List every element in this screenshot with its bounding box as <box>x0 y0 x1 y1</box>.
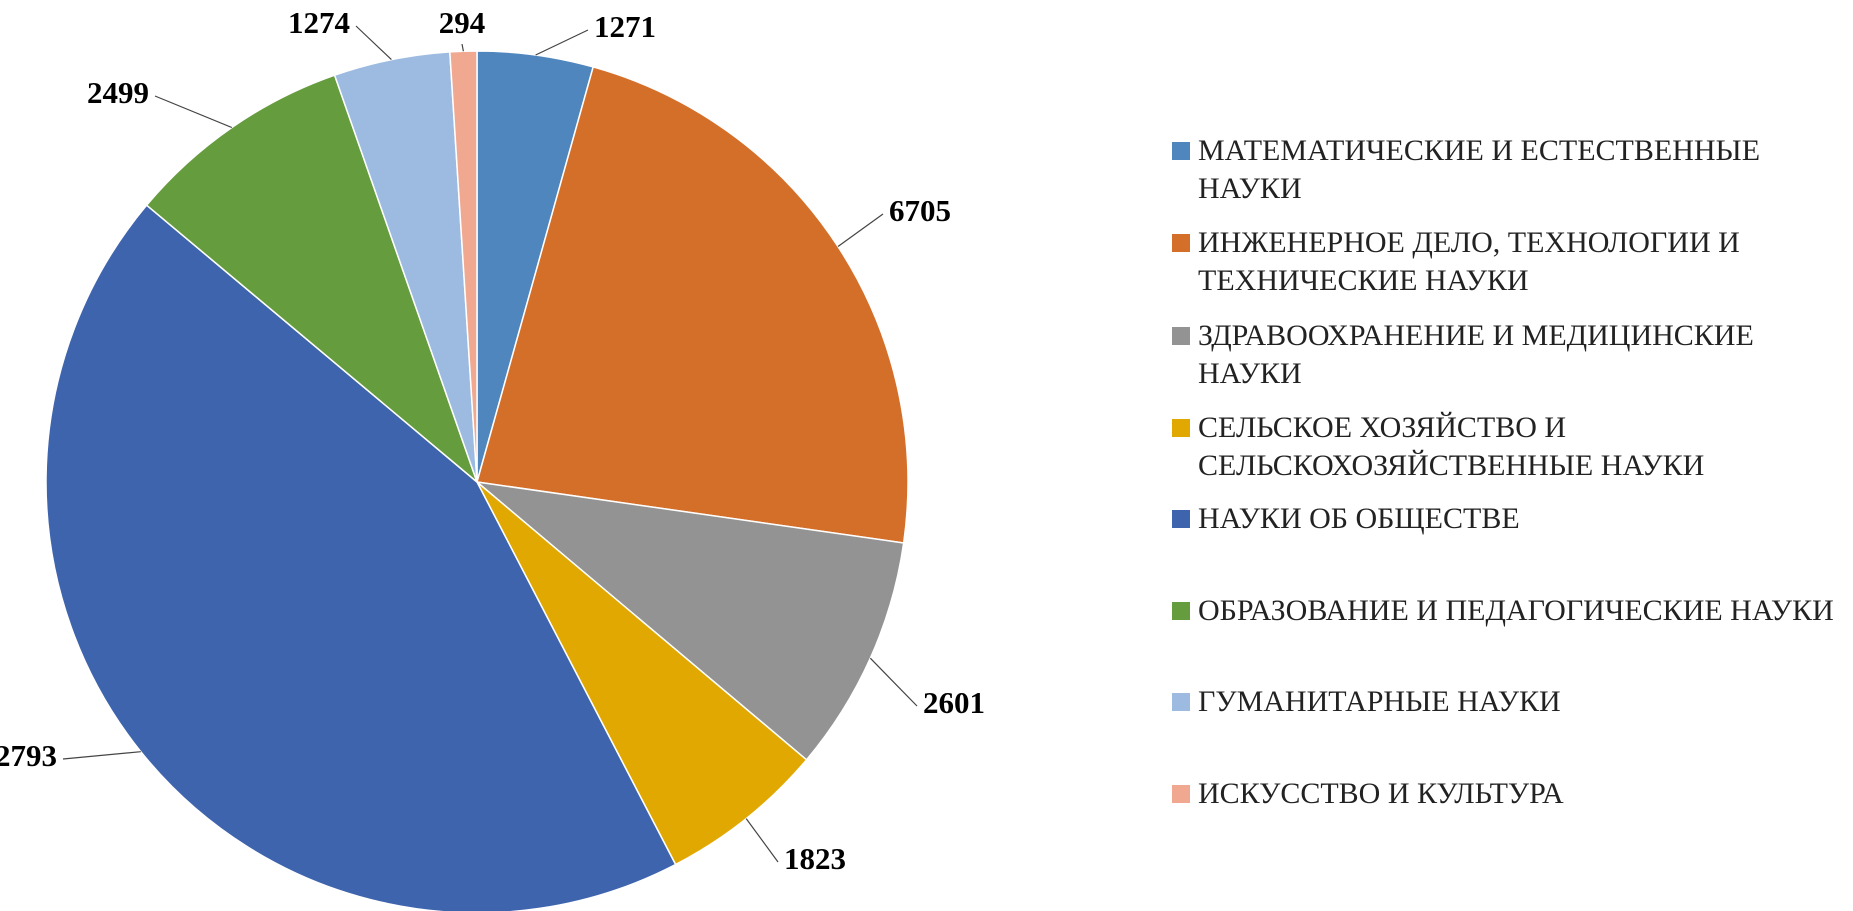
legend-label: ГУМАНИТАРНЫЕ НАУКИ <box>1198 685 1561 718</box>
legend-label: ЗДРАВООХРАНЕНИЕ И МЕДИЦИНСКИЕ НАУКИ <box>1198 319 1754 390</box>
data-label: 6705 <box>889 193 951 228</box>
legend-swatch <box>1172 602 1190 620</box>
legend-swatch <box>1172 510 1190 528</box>
legend-label: СЕЛЬСКОЕ ХОЗЯЙСТВО И СЕЛЬСКОХОЗЯЙСТВЕННЫ… <box>1198 411 1705 482</box>
data-label: 2601 <box>923 685 985 720</box>
leader-line <box>461 43 464 52</box>
legend-label: МАТЕМАТИЧЕСКИЕ И ЕСТЕСТВЕННЫЕ НАУКИ <box>1198 134 1761 205</box>
leader-line <box>62 751 141 760</box>
data-label: 2499 <box>87 75 149 110</box>
leader-line <box>869 657 918 707</box>
legend-label: ИСКУССТВО И КУЛЬТУРА <box>1198 777 1564 810</box>
data-label: 1823 <box>784 841 846 876</box>
legend-entry: ИНЖЕНЕРНОЕ ДЕЛО, ТЕХНОЛОГИИ И ТЕХНИЧЕСКИ… <box>1172 224 1848 300</box>
legend-label: НАУКИ ОБ ОБЩЕСТВЕ <box>1198 502 1520 535</box>
legend-entry: ИСКУССТВО И КУЛЬТУРА <box>1172 775 1848 813</box>
legend-swatch <box>1172 785 1190 803</box>
legend-swatch <box>1172 419 1190 437</box>
legend-swatch <box>1172 327 1190 345</box>
legend-entry: ОБРАЗОВАНИЕ И ПЕДАГОГИЧЕСКИЕ НАУКИ <box>1172 592 1848 630</box>
data-label: 12793 <box>0 738 57 773</box>
leader-line <box>535 29 589 56</box>
data-label: 294 <box>439 5 486 40</box>
legend-entry: НАУКИ ОБ ОБЩЕСТВЕ <box>1172 500 1848 538</box>
legend-entry: ЗДРАВООХРАНЕНИЕ И МЕДИЦИНСКИЕ НАУКИ <box>1172 317 1848 393</box>
leader-line <box>154 95 233 129</box>
legend-entry: ГУМАНИТАРНЫЕ НАУКИ <box>1172 683 1848 721</box>
legend-swatch <box>1172 142 1190 160</box>
data-label: 1271 <box>594 9 656 44</box>
legend-label: ОБРАЗОВАНИЕ И ПЕДАГОГИЧЕСКИЕ НАУКИ <box>1198 594 1834 627</box>
leader-line <box>355 25 392 61</box>
leader-line <box>837 213 884 248</box>
leader-line <box>745 818 779 863</box>
pie-slice <box>145 74 479 485</box>
pie-slice <box>45 204 677 911</box>
legend-entry: СЕЛЬСКОЕ ХОЗЯЙСТВО И СЕЛЬСКОХОЗЯЙСТВЕННЫ… <box>1172 409 1848 485</box>
legend-swatch <box>1172 693 1190 711</box>
legend-swatch <box>1172 234 1190 252</box>
legend-label: ИНЖЕНЕРНОЕ ДЕЛО, ТЕХНОЛОГИИ И ТЕХНИЧЕСКИ… <box>1198 226 1740 297</box>
data-label: 1274 <box>288 5 350 40</box>
legend-entry: МАТЕМАТИЧЕСКИЕ И ЕСТЕСТВЕННЫЕ НАУКИ <box>1172 132 1848 208</box>
